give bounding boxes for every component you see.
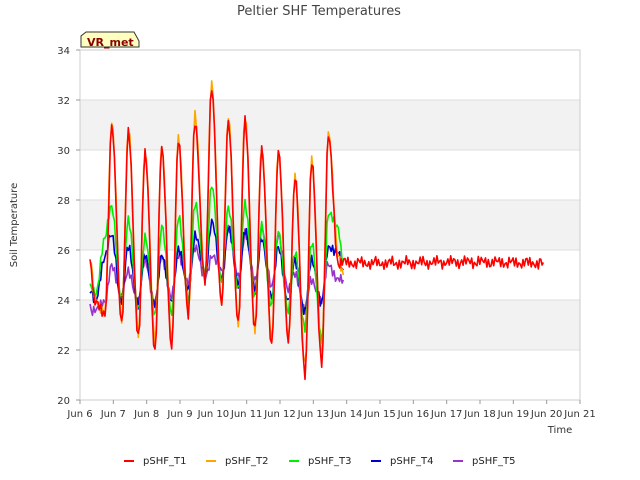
x-tick-label: Jun 14 bbox=[330, 409, 363, 420]
series-line-pSHF_T1 bbox=[89, 90, 545, 381]
y-tick-label: 20 bbox=[57, 396, 70, 407]
legend: pSHF_T1 pSHF_T2 pSHF_T3 pSHF_T4 pSHF_T5 bbox=[124, 456, 515, 467]
x-tick-label: Jun 6 bbox=[66, 409, 92, 420]
x-tick-label: Jun 17 bbox=[430, 409, 463, 420]
legend-item-pSHF_T2: pSHF_T2 bbox=[206, 456, 268, 467]
chart-title: Peltier SHF Temperatures bbox=[237, 4, 401, 19]
y-tick-label: 24 bbox=[57, 296, 70, 307]
y-tick-label: 26 bbox=[57, 246, 70, 257]
y-axis-title: Soil Temperature bbox=[9, 183, 20, 268]
badge-label: VR_met bbox=[87, 36, 134, 49]
x-tick-label: Jun 18 bbox=[463, 409, 496, 420]
x-tick-label: Jun 10 bbox=[197, 409, 230, 420]
legend-label: pSHF_T4 bbox=[390, 456, 433, 467]
y-tick-label: 28 bbox=[57, 196, 70, 207]
x-axis-title: Time bbox=[547, 425, 572, 436]
legend-item-pSHF_T5: pSHF_T5 bbox=[453, 456, 515, 467]
x-tick-label: Jun 12 bbox=[263, 409, 296, 420]
y-tick-label: 30 bbox=[57, 146, 70, 157]
x-tick-label: Jun 13 bbox=[297, 409, 330, 420]
x-tick-label: Jun 19 bbox=[497, 409, 530, 420]
legend-label: pSHF_T3 bbox=[308, 456, 351, 467]
x-tick-label: Jun 16 bbox=[397, 409, 430, 420]
legend-label: pSHF_T5 bbox=[472, 456, 515, 467]
x-tick-label: Jun 21 bbox=[563, 409, 596, 420]
badge-shape bbox=[80, 31, 140, 48]
legend-item-pSHF_T3: pSHF_T3 bbox=[289, 456, 351, 467]
legend-item-pSHF_T4: pSHF_T4 bbox=[371, 456, 433, 467]
site-badge: VR_met bbox=[80, 31, 140, 49]
x-tick-label: Jun 7 bbox=[100, 409, 126, 420]
plot-frame bbox=[79, 49, 581, 401]
legend-label: pSHF_T2 bbox=[225, 456, 268, 467]
plot-band bbox=[80, 200, 580, 250]
plot-bands bbox=[80, 100, 580, 350]
y-tick-label: 34 bbox=[57, 46, 70, 57]
y-axis-ticks: 20 22 24 26 28 30 32 34 bbox=[57, 46, 80, 407]
x-tick-label: Jun 15 bbox=[363, 409, 396, 420]
x-tick-label: Jun 8 bbox=[133, 409, 159, 420]
plot-band bbox=[80, 300, 580, 350]
x-tick-label: Jun 20 bbox=[530, 409, 563, 420]
x-tick-label: Jun 11 bbox=[230, 409, 263, 420]
y-tick-label: 22 bbox=[57, 346, 70, 357]
x-tick-label: Jun 9 bbox=[166, 409, 192, 420]
legend-label: pSHF_T1 bbox=[143, 456, 186, 467]
y-tick-label: 32 bbox=[57, 96, 70, 107]
x-axis-ticks: Jun 6 Jun 7 Jun 8 Jun 9 Jun 10 Jun 11 Jun 12 Ju… bbox=[66, 400, 596, 420]
legend-item-pSHF_T1: pSHF_T1 bbox=[124, 456, 186, 467]
series-layer bbox=[89, 80, 545, 381]
